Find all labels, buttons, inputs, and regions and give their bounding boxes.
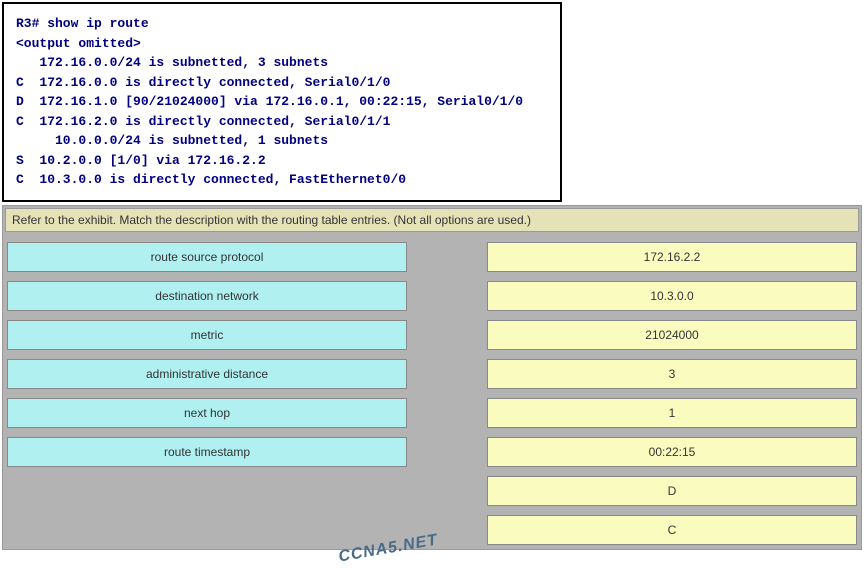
- value-tile[interactable]: 00:22:15: [487, 437, 857, 467]
- right-column: 172.16.2.2 10.3.0.0 21024000 3 1 00:22:1…: [487, 242, 857, 545]
- terminal-line: 172.16.0.0/24 is subnetted, 3 subnets: [16, 53, 548, 73]
- matching-exercise: Refer to the exhibit. Match the descript…: [2, 205, 862, 550]
- tile-label: 172.16.2.2: [644, 250, 701, 264]
- tile-label: administrative distance: [146, 367, 268, 381]
- terminal-line: C 10.3.0.0 is directly connected, FastEt…: [16, 170, 548, 190]
- value-tile[interactable]: 1: [487, 398, 857, 428]
- tile-label: destination network: [155, 289, 258, 303]
- value-tile[interactable]: C: [487, 515, 857, 545]
- tile-label: 00:22:15: [649, 445, 696, 459]
- tile-label: 1: [669, 406, 676, 420]
- terminal-line: D 172.16.1.0 [90/21024000] via 172.16.0.…: [16, 92, 548, 112]
- tile-label: route source protocol: [151, 250, 264, 264]
- terminal-line: C 172.16.2.0 is directly connected, Seri…: [16, 112, 548, 132]
- tile-label: 10.3.0.0: [650, 289, 693, 303]
- description-tile-route-source-protocol[interactable]: route source protocol: [7, 242, 407, 272]
- description-tile-destination-network[interactable]: destination network: [7, 281, 407, 311]
- tile-label: 21024000: [645, 328, 698, 342]
- terminal-line: 10.0.0.0/24 is subnetted, 1 subnets: [16, 131, 548, 151]
- terminal-output: R3# show ip route <output omitted> 172.1…: [2, 2, 562, 202]
- value-tile[interactable]: 3: [487, 359, 857, 389]
- value-tile[interactable]: 172.16.2.2: [487, 242, 857, 272]
- instruction-text: Refer to the exhibit. Match the descript…: [5, 208, 859, 232]
- left-column: route source protocol destination networ…: [7, 242, 407, 545]
- tile-label: route timestamp: [164, 445, 250, 459]
- value-tile[interactable]: D: [487, 476, 857, 506]
- terminal-line: S 10.2.0.0 [1/0] via 172.16.2.2: [16, 151, 548, 171]
- tile-label: 3: [669, 367, 676, 381]
- tile-label: C: [668, 523, 677, 537]
- tile-label: D: [668, 484, 677, 498]
- terminal-line: <output omitted>: [16, 34, 548, 54]
- terminal-line: C 172.16.0.0 is directly connected, Seri…: [16, 73, 548, 93]
- tile-label: next hop: [184, 406, 230, 420]
- description-tile-administrative-distance[interactable]: administrative distance: [7, 359, 407, 389]
- description-tile-metric[interactable]: metric: [7, 320, 407, 350]
- matching-columns: route source protocol destination networ…: [3, 234, 861, 549]
- terminal-line: R3# show ip route: [16, 14, 548, 34]
- description-tile-route-timestamp[interactable]: route timestamp: [7, 437, 407, 467]
- tile-label: metric: [191, 328, 224, 342]
- value-tile[interactable]: 10.3.0.0: [487, 281, 857, 311]
- description-tile-next-hop[interactable]: next hop: [7, 398, 407, 428]
- value-tile[interactable]: 21024000: [487, 320, 857, 350]
